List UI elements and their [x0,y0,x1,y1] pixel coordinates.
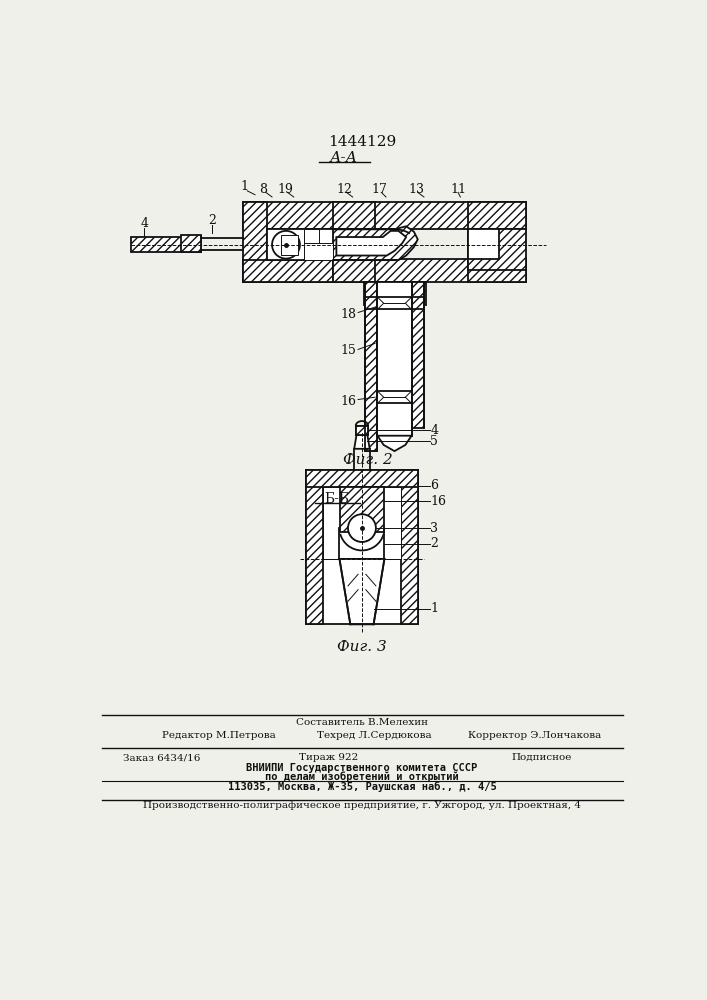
Circle shape [348,514,376,542]
Text: 8: 8 [259,183,267,196]
Bar [131,237,201,252]
Bar [340,487,384,532]
Bar [410,282,426,305]
Text: Заказ 6434/16: Заказ 6434/16 [123,753,201,762]
Bar [378,282,411,436]
Text: 16: 16 [430,495,446,508]
Text: 12: 12 [337,183,352,196]
Bar [411,282,424,428]
Circle shape [272,231,300,259]
Text: 13: 13 [408,183,424,196]
Text: Редактор М.Петрова: Редактор М.Петрова [162,732,276,740]
Text: 1444129: 1444129 [328,135,396,149]
Text: Подписное: Подписное [512,753,572,762]
Bar [356,426,368,435]
Text: 19: 19 [277,183,293,196]
Bar [468,229,526,270]
Text: ВНИИПИ Государственного комитета СССР: ВНИИПИ Государственного комитета СССР [246,763,477,773]
Text: 17: 17 [372,183,387,196]
Bar [304,243,332,260]
Text: 1: 1 [241,180,249,193]
Text: 6: 6 [430,479,438,492]
Text: Тираж 922: Тираж 922 [299,753,358,762]
Bar [468,259,526,282]
Text: 113035, Москва, Ж-35, Раушская наб., д. 4/5: 113035, Москва, Ж-35, Раушская наб., д. … [228,782,496,792]
Text: 1: 1 [430,602,438,615]
Bar [306,470,418,624]
Text: А-А: А-А [330,151,358,165]
Bar [401,470,418,624]
Text: Фиг. 3: Фиг. 3 [337,640,387,654]
Text: 15: 15 [340,344,356,358]
Bar [365,282,378,451]
Bar [243,259,526,282]
Text: 18: 18 [340,308,356,321]
Polygon shape [378,436,411,451]
Bar [468,202,526,229]
Text: 2: 2 [430,537,438,550]
Bar [468,229,499,259]
Polygon shape [337,231,406,256]
Text: Техред Л.Сердюкова: Техред Л.Сердюкова [317,732,432,740]
Text: 2: 2 [209,214,216,227]
Bar [243,202,526,229]
Text: Фиг. 2: Фиг. 2 [342,453,392,467]
Text: Корректор Э.Лончакова: Корректор Э.Лончакова [468,732,602,740]
Bar [306,470,418,487]
Bar [379,282,410,305]
Bar [306,470,323,624]
Bar [304,229,320,243]
Text: 4: 4 [430,424,438,437]
Bar [323,487,401,559]
Bar [332,202,375,229]
Text: Производственно-полиграфическое предприятие, г. Ужгород, ул. Проектная, 4: Производственно-полиграфическое предприя… [143,801,581,810]
Polygon shape [339,559,385,624]
Bar [267,229,332,260]
Text: 3: 3 [430,522,438,535]
Bar [243,260,332,282]
Polygon shape [354,435,370,449]
Bar [243,202,267,282]
Text: Б-Б: Б-Б [324,492,349,506]
Bar [332,259,375,282]
Polygon shape [332,226,418,260]
Text: по делам изобретений и открытий: по делам изобретений и открытий [265,772,459,782]
Bar [363,282,379,305]
Bar [281,235,298,255]
Bar [182,235,201,252]
Text: 16: 16 [340,395,356,408]
Bar [365,282,378,451]
Text: Составитель В.Мелехин: Составитель В.Мелехин [296,718,428,727]
Text: 5: 5 [430,435,438,448]
Text: 11: 11 [450,183,466,196]
Text: 4: 4 [140,217,148,230]
Bar [356,426,368,435]
